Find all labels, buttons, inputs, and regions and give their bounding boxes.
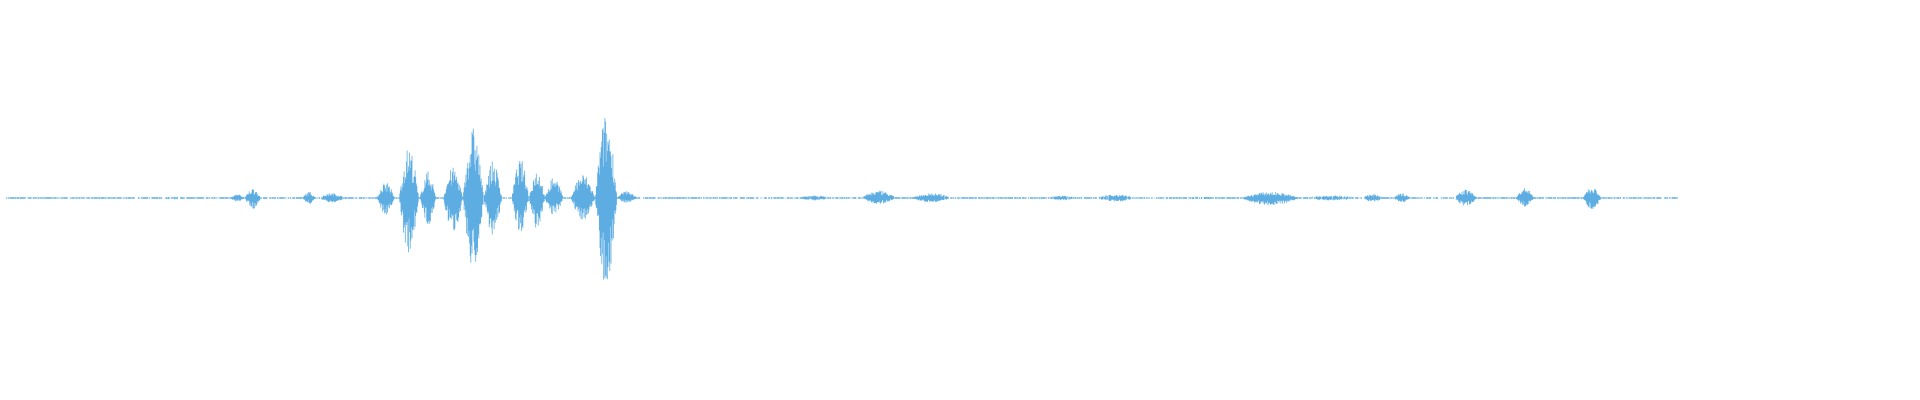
waveform	[6, 118, 1678, 280]
